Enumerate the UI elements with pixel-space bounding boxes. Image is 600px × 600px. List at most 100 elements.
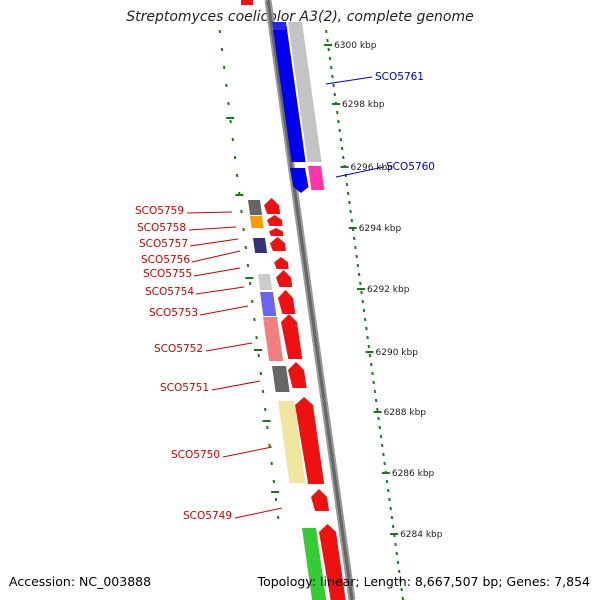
feature-box: [278, 401, 306, 483]
guide-dash: [371, 371, 374, 376]
right-guide: [325, 29, 405, 600]
gene-sco5758: [267, 215, 283, 226]
guide-dash: [272, 479, 276, 484]
gene-pink-feature: [308, 166, 325, 190]
guide-dash: [379, 434, 383, 439]
label-sco5756-leader: [191, 250, 241, 263]
guide-dash: [390, 515, 394, 520]
guide-dash: [346, 191, 350, 196]
guide-dash: [359, 281, 362, 286]
label-sco5757: SCO5757: [139, 238, 188, 250]
guide-dash: [242, 227, 245, 232]
feature-box: [260, 292, 277, 316]
guide-dash: [337, 119, 340, 124]
guide-dash: [394, 542, 397, 547]
left-guide: [218, 29, 280, 520]
guide-dash: [218, 29, 222, 34]
guide-dash: [370, 362, 373, 367]
guide-dash: [227, 101, 230, 106]
tick-label: 6284 kbp: [400, 530, 443, 540]
label-sco5751-leader: [211, 380, 261, 391]
gene-sco5749: [311, 489, 330, 511]
tick-label: 6288 kbp: [384, 408, 427, 418]
top-gene-fragment: [241, 0, 253, 5]
guide-dash: [363, 317, 367, 322]
gene-bottom: [319, 524, 346, 600]
gene-sco5751: [288, 362, 307, 388]
gene-sco5757: [269, 228, 284, 236]
label-sco5754-leader: [195, 286, 245, 295]
guide-dash: [348, 200, 351, 205]
tick-label: 6290 kbp: [376, 348, 419, 358]
guide-dash: [332, 83, 335, 88]
guide-dash: [335, 110, 339, 115]
guide-dash: [327, 47, 330, 52]
label-sco5754: SCO5754: [145, 286, 194, 298]
guide-dash: [350, 218, 354, 223]
label-sco5750-leader: [222, 446, 273, 458]
feature-box: [248, 200, 263, 215]
guide-dash: [354, 245, 357, 250]
label-sco5751: SCO5751: [160, 382, 209, 394]
guide-dash: [233, 155, 237, 160]
guide-dash: [248, 281, 252, 286]
label-sco5761: SCO5761: [375, 71, 424, 83]
guide-dash: [251, 299, 254, 304]
label-sco5750: SCO5750: [171, 449, 220, 461]
guide-dash: [231, 137, 235, 142]
gene-sco5752: [281, 314, 303, 359]
label-sco5760-leader: [335, 166, 385, 178]
label-sco5757-leader: [189, 238, 239, 247]
guide-dash: [362, 308, 366, 313]
guide-dash: [387, 488, 390, 493]
label-sco5753: SCO5753: [149, 307, 198, 319]
guide-dash: [372, 380, 375, 385]
guide-dash: [380, 443, 384, 448]
label-sco5755: SCO5755: [143, 268, 192, 280]
guide-dash: [345, 182, 349, 187]
map-title: Streptomyces coelicolor A3(2), complete …: [126, 9, 474, 25]
label-sco5749-leader: [234, 507, 283, 519]
label-sco5760: SCO5760: [386, 161, 435, 173]
tick-label: 6292 kbp: [367, 285, 410, 295]
guide-dash: [366, 335, 369, 340]
guide-dash: [222, 65, 226, 70]
gene-sco5754: [276, 270, 293, 287]
guide-dash: [377, 416, 380, 421]
guide-dash: [395, 551, 399, 556]
guide-dash: [342, 155, 345, 160]
guide-dash: [367, 344, 371, 349]
feature-tracks: [241, 0, 346, 600]
guide-dash: [259, 371, 263, 376]
guide-dash: [361, 299, 364, 304]
guide-dash: [374, 398, 378, 403]
guide-dash: [353, 236, 356, 241]
guide-dash: [225, 83, 228, 88]
backbone-core: [266, 0, 354, 600]
guide-dash: [325, 29, 328, 34]
guide-dash: [253, 317, 256, 322]
gene-sco5750: [295, 397, 325, 484]
label-sco5752-leader: [205, 342, 253, 352]
tick-label: 6294 kbp: [359, 224, 402, 234]
tick-label: 6298 kbp: [342, 100, 385, 110]
label-sco5753-leader: [199, 305, 249, 316]
guide-dash: [383, 461, 386, 466]
accession-text: Accession: NC_003888: [9, 574, 152, 589]
tick-label: 6300 kbp: [334, 41, 377, 51]
gene-sco5759: [264, 198, 281, 214]
label-sco5756: SCO5756: [141, 254, 190, 266]
guide-dash: [397, 569, 401, 574]
guide-dash: [333, 92, 337, 97]
guide-dash: [376, 407, 379, 412]
guide-dash: [276, 515, 280, 520]
feature-box: [253, 238, 268, 253]
gene-sco5761: [272, 22, 306, 162]
guide-dash: [389, 506, 392, 511]
guide-dash: [349, 209, 352, 214]
guide-dash: [338, 128, 341, 133]
guide-dash: [340, 146, 344, 151]
feature-box: [258, 274, 273, 290]
label-sco5758-leader: [188, 226, 237, 231]
